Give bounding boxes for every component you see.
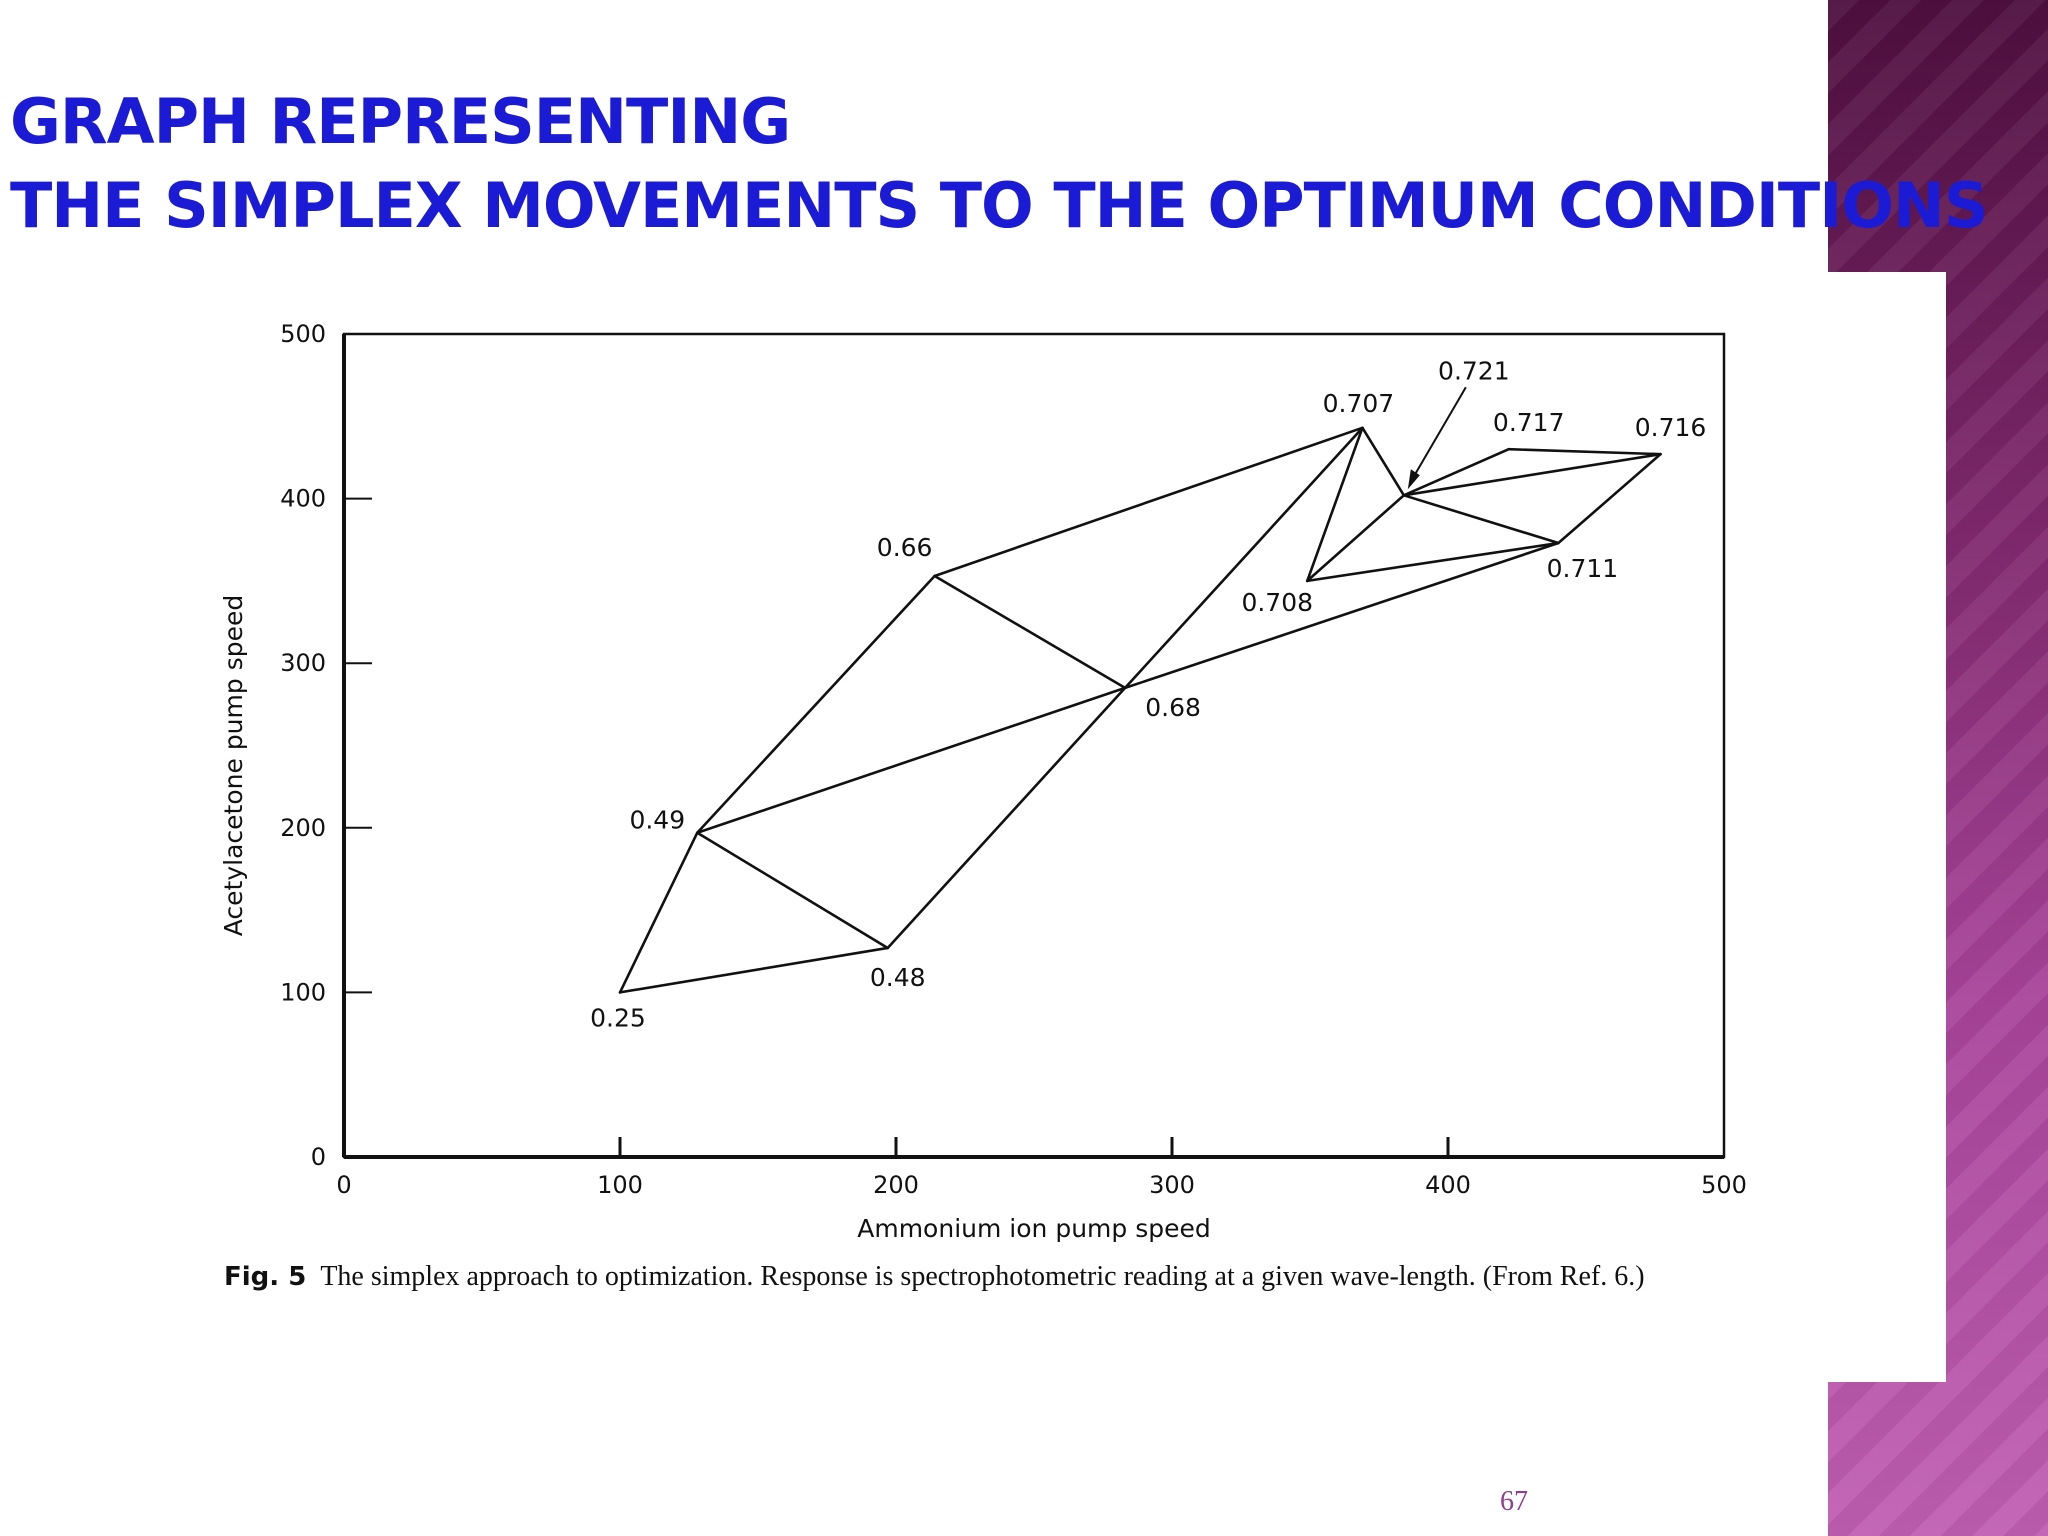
simplex-edge [933, 574, 1127, 690]
simplex-edge [1305, 426, 1364, 583]
x-tick-label: 500 [1701, 1171, 1747, 1199]
simplex-edge [1305, 541, 1560, 583]
y-tick-label: 100 [280, 978, 326, 1006]
vertex-label: 0.717 [1493, 408, 1565, 437]
simplex-edge [1402, 452, 1662, 497]
simplex-chart: 0 100 200 300 400 500 0 100 200 300 400 500 0.25 0.4… [219, 320, 1747, 1243]
leader-line [1408, 386, 1467, 484]
caption-text: The simplex approach to optimization. Re… [320, 1261, 1645, 1292]
simplex-edge [695, 831, 890, 950]
figure-caption: Fig. 5 The simplex approach to optimizati… [224, 1258, 1772, 1296]
vertex-labels: 0.25 0.49 0.48 0.66 0.68 0.707 0.708 0.721 0.711… [590, 356, 1706, 1032]
x-tick-label: 100 [597, 1171, 643, 1199]
y-tick-label: 0 [311, 1143, 326, 1171]
simplex-edge [1123, 426, 1364, 690]
vertex-label: 0.48 [870, 963, 926, 992]
scanned-figure-panel: 0 100 200 300 400 500 0 100 200 300 400 500 0.25 0.4… [0, 272, 1946, 1382]
page-number: 67 [1500, 1486, 1528, 1517]
x-tick-label: 300 [1149, 1171, 1195, 1199]
x-tick-label: 0 [336, 1171, 351, 1199]
simplex-edge [886, 686, 1127, 950]
vertex-label: 0.721 [1438, 356, 1510, 385]
title-line-1: GRAPH REPRESENTING [10, 85, 791, 158]
simplex-edge [618, 946, 890, 994]
vertex-label: 0.49 [629, 806, 685, 835]
leader-arrowhead [1407, 469, 1420, 490]
simplex-edge [1557, 452, 1662, 545]
slide-title: GRAPH REPRESENTING THE SIMPLEX MOVEMENTS… [10, 80, 1989, 248]
x-axis-title: Ammonium ion pump speed [857, 1214, 1210, 1243]
x-tick-label: 200 [873, 1171, 919, 1199]
simplex-edge [1507, 447, 1662, 456]
simplex-edge [1305, 494, 1406, 583]
y-tick-label: 500 [280, 320, 326, 348]
caption-figure-number: Fig. 5 [224, 1262, 307, 1292]
y-tick-label: 300 [280, 649, 326, 677]
vertex-label: 0.708 [1241, 588, 1313, 617]
title-line-2: THE SIMPLEX MOVEMENTS TO THE OPTIMUM CON… [10, 169, 1989, 242]
vertex-label: 0.25 [590, 1003, 646, 1032]
y-tick-label: 200 [280, 814, 326, 842]
vertex-label: 0.707 [1323, 389, 1395, 418]
axes-layer: 0 100 200 300 400 500 0 100 200 300 400 500 [280, 320, 1747, 1199]
y-tick-label: 400 [280, 485, 326, 513]
vertex-label: 0.66 [877, 533, 933, 562]
simplex-edge [618, 831, 699, 994]
simplex-edge [695, 686, 1127, 835]
y-axis-title: Acetylacetone pump speed [219, 595, 248, 936]
simplex-edge [1123, 541, 1560, 690]
plot-frame [342, 332, 1726, 1159]
simplex-edge [1361, 426, 1406, 497]
simplex-edges [618, 426, 1662, 994]
x-tick-label: 400 [1425, 1171, 1471, 1199]
vertex-label: 0.68 [1145, 693, 1201, 722]
vertex-label: 0.711 [1547, 554, 1619, 583]
annotation-arrow [1407, 386, 1467, 490]
vertex-label: 0.716 [1635, 413, 1707, 442]
simplex-edge [1402, 494, 1560, 545]
simplex-edge [695, 574, 936, 835]
simplex-edge [1402, 447, 1511, 497]
simplex-edge [933, 426, 1364, 578]
